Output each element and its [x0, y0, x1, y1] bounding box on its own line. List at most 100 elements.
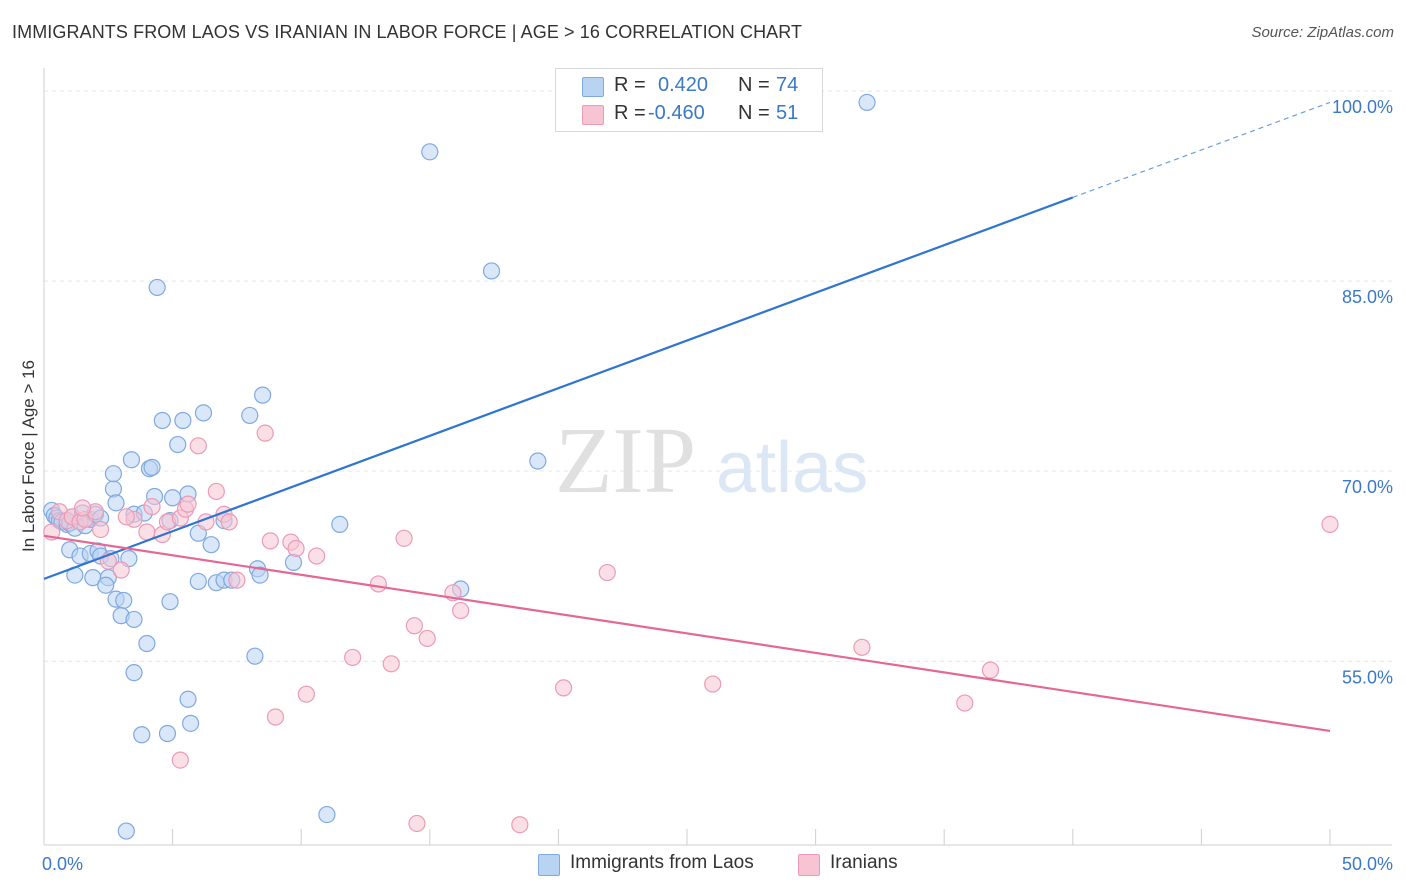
correlation-legend: R = 0.420 N = 74 R = -0.460 N = 51	[555, 68, 823, 132]
iranian-point	[981, 661, 1000, 679]
laos-point	[254, 386, 272, 404]
laos-point	[97, 576, 115, 594]
laos-point	[138, 634, 156, 653]
y-tick-label: 85.0%	[1342, 287, 1393, 307]
iranian-point	[256, 424, 274, 442]
x-tick-label: 0.0%	[42, 854, 83, 874]
laos-point	[421, 143, 439, 161]
laos-point	[153, 411, 171, 430]
laos-point	[107, 494, 125, 512]
legend-r-label: R =	[614, 102, 646, 124]
iranian-point	[220, 513, 238, 531]
laos-point	[284, 553, 303, 572]
y-tick-label: 100.0%	[1332, 97, 1393, 117]
iranian-point	[408, 814, 426, 833]
legend-swatch-blue	[582, 77, 604, 97]
bottom-legend-swatch-pink	[798, 854, 820, 876]
watermark-atlas: atlas	[716, 428, 868, 508]
laos-point	[104, 480, 123, 498]
data-points	[43, 93, 1339, 840]
iranian-point	[171, 751, 189, 769]
iranian-point	[112, 561, 130, 579]
laos-point	[161, 593, 179, 611]
iranian-point	[395, 529, 413, 547]
iranian-point	[452, 601, 470, 620]
laos-point	[858, 93, 876, 112]
laos-point	[202, 536, 220, 554]
iranian-point	[369, 575, 387, 593]
bottom-legend-label-laos: Immigrants from Laos	[570, 852, 754, 873]
laos-point	[164, 489, 182, 507]
laos-point	[125, 664, 143, 682]
bottom-legend-swatch-blue	[538, 854, 560, 876]
legend-n-value: 74	[776, 74, 799, 96]
laos-point	[182, 714, 200, 732]
legend-swatch-pink	[582, 105, 604, 125]
y-tick-label: 70.0%	[1342, 477, 1393, 497]
laos-point	[115, 591, 133, 610]
iranian-point	[554, 679, 573, 697]
iranian-point	[297, 685, 315, 703]
bottom-legend-label-iranians: Iranians	[830, 852, 898, 873]
y-axis-label: In Labor Force | Age > 16	[19, 360, 38, 552]
y-tick-label: 55.0%	[1342, 667, 1393, 687]
iranian-point	[189, 437, 207, 455]
laos-point	[174, 411, 192, 430]
laos-point	[133, 726, 151, 744]
legend-row-iranians: R = -0.460 N = 51	[556, 100, 822, 128]
laos-point	[117, 822, 135, 840]
trend-lines	[43, 101, 1331, 733]
iranian-point	[308, 547, 326, 565]
iranian-point	[344, 648, 362, 667]
grid-lines	[44, 90, 1392, 662]
laos-trend-line	[43, 196, 1074, 580]
legend-n-label: N =	[738, 74, 770, 96]
iranian-trend-line	[43, 534, 1331, 733]
iranian-point	[418, 629, 436, 648]
source-label: Source: ZipAtlas.com	[1251, 24, 1394, 41]
laos-point	[143, 458, 161, 476]
iranian-point	[598, 563, 616, 582]
legend-r-value: -0.460	[648, 102, 705, 124]
laos-point	[148, 278, 166, 297]
laos-point	[246, 647, 264, 665]
iranian-point	[266, 708, 285, 726]
legend-n-value: 51	[776, 102, 799, 124]
iranian-point	[704, 675, 722, 693]
watermark-zip: ZIP	[555, 409, 696, 513]
laos-point	[331, 515, 349, 533]
iranian-point	[287, 539, 305, 558]
legend-row-laos: R = 0.420 N = 74	[556, 72, 822, 100]
iranian-point	[73, 499, 92, 517]
laos-point	[189, 572, 207, 591]
tick-labels: 55.0% 70.0% 85.0% 100.0% 0.0% 50.0%	[42, 97, 1393, 874]
laos-point	[158, 724, 177, 743]
laos-point	[241, 406, 259, 425]
laos-point	[169, 435, 187, 454]
iranian-point	[143, 498, 161, 516]
legend-n-label: N =	[738, 102, 770, 124]
laos-point	[194, 404, 213, 422]
laos-point	[104, 465, 123, 483]
watermark: ZIP atlas	[555, 409, 868, 513]
laos-point	[318, 805, 336, 824]
laos-point	[529, 452, 547, 470]
iranian-point	[179, 495, 197, 513]
iranian-point	[956, 694, 974, 712]
laos-point	[179, 690, 197, 708]
iranian-point	[1321, 515, 1339, 533]
iranian-point	[91, 520, 110, 539]
laos-point	[251, 566, 269, 584]
legend-r-value: 0.420	[658, 74, 709, 96]
iranian-point	[117, 508, 135, 526]
iranian-point	[405, 617, 423, 635]
iranian-point	[853, 638, 871, 656]
laos-point	[122, 451, 141, 469]
laos-trend-extension	[1072, 101, 1331, 199]
iranian-point	[382, 655, 400, 673]
axes	[43, 68, 1392, 846]
laos-point	[125, 610, 143, 629]
x-tick-label: 50.0%	[1342, 854, 1393, 874]
iranian-point	[207, 482, 225, 501]
